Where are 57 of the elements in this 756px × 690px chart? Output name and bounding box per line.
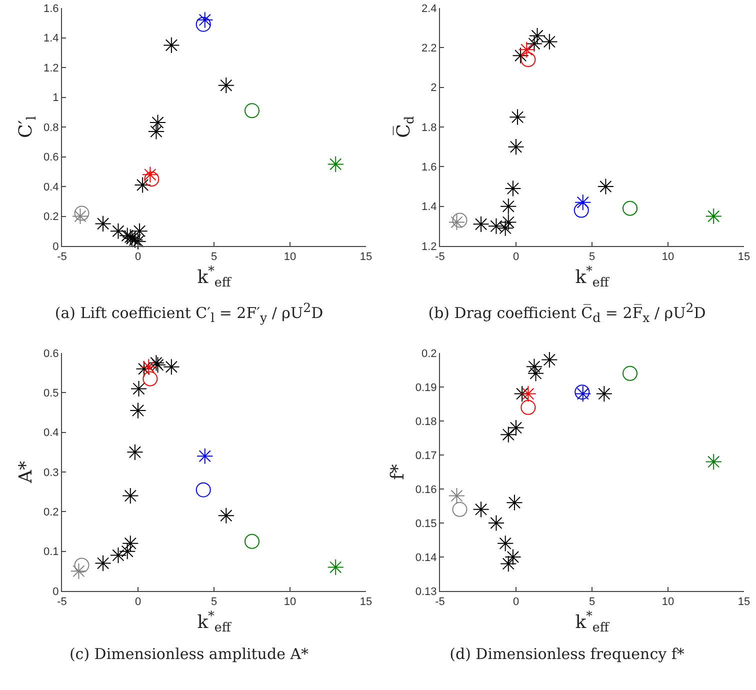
x-tick-label: 0 xyxy=(512,251,520,264)
y-tick-label: 2.4 xyxy=(422,2,437,15)
x-tick-label: 5 xyxy=(210,596,218,608)
x-tick-label: -5 xyxy=(435,596,445,608)
y-axis-title: f* xyxy=(388,464,409,480)
text: (a) Lift coefficient C′$_{l}$ = 2F′$_{y}$ / ρU$^{2}$D xyxy=(54,300,324,325)
y-axis-title: A* xyxy=(16,461,37,484)
y-tick-label: 0.6 xyxy=(44,348,59,360)
y-tick-label: 0.1 xyxy=(44,546,59,558)
x-tick-label: 5 xyxy=(588,251,596,264)
y-tick-label: 0.16 xyxy=(415,484,437,496)
text: (c) Dimensionless amplitude A* xyxy=(68,645,310,663)
x-tick-label: 0 xyxy=(134,251,142,264)
x-tick-label: 15 xyxy=(360,251,372,264)
x-tick-label: 5 xyxy=(588,596,596,608)
y-tick-label: 0.2 xyxy=(44,506,59,519)
x-tick-label: 15 xyxy=(360,596,372,608)
y-tick-label: 0.4 xyxy=(44,181,59,194)
x-tick-label: 10 xyxy=(662,251,674,264)
text: (d) Dimensionless frequency f* xyxy=(448,645,686,663)
y-tick-label: 2 xyxy=(430,82,437,94)
y-tick-label: 0.2 xyxy=(44,211,59,224)
y-tick-label: 0.5 xyxy=(44,388,59,400)
y-tick-label: 0.4 xyxy=(44,427,59,440)
y-tick-label: 0.6 xyxy=(44,152,59,164)
y-tick-label: 0.17 xyxy=(415,450,437,462)
y-tick-label: 1.2 xyxy=(44,62,59,74)
y-tick-label: 2.2 xyxy=(422,42,437,55)
x-tick-label: -5 xyxy=(435,251,445,264)
y-tick-label: 0 xyxy=(52,586,59,598)
y-tick-label: 1.6 xyxy=(422,162,437,174)
y-tick-label: 0.2 xyxy=(422,348,437,360)
x-tick-label: 0 xyxy=(134,596,142,608)
x-tick-label: 0 xyxy=(512,596,520,608)
y-tick-label: 0.3 xyxy=(44,466,59,479)
y-tick-label: 0.14 xyxy=(415,552,437,564)
x-tick-label: 10 xyxy=(284,251,296,264)
text: (b) Drag coefficient C̅$_{d}$ = 2F̅$_{x}$ / ρU$^{2}$D xyxy=(427,300,707,325)
y-tick-label: 1.2 xyxy=(422,240,437,253)
y-tick-label: 1.4 xyxy=(44,32,59,45)
x-tick-label: 15 xyxy=(738,251,750,264)
x-tick-label: 5 xyxy=(210,251,218,264)
y-tick-label: 0.13 xyxy=(415,586,437,598)
x-tick-label: -5 xyxy=(57,251,67,264)
x-tick-label: -5 xyxy=(57,596,67,608)
y-tick-label: 0 xyxy=(52,240,59,253)
y-tick-label: 0.15 xyxy=(415,518,437,530)
x-tick-label: 15 xyxy=(738,596,750,608)
y-tick-label: 1.6 xyxy=(44,2,59,15)
x-tick-label: 10 xyxy=(662,596,674,608)
y-tick-label: 1.4 xyxy=(422,201,437,214)
x-tick-label: 10 xyxy=(284,596,296,608)
y-tick-label: 1.8 xyxy=(422,122,437,134)
y-tick-label: 1 xyxy=(52,92,59,104)
y-tick-label: 0.8 xyxy=(44,122,59,134)
y-tick-label: 0.18 xyxy=(415,416,437,428)
y-tick-label: 0.19 xyxy=(415,382,437,394)
